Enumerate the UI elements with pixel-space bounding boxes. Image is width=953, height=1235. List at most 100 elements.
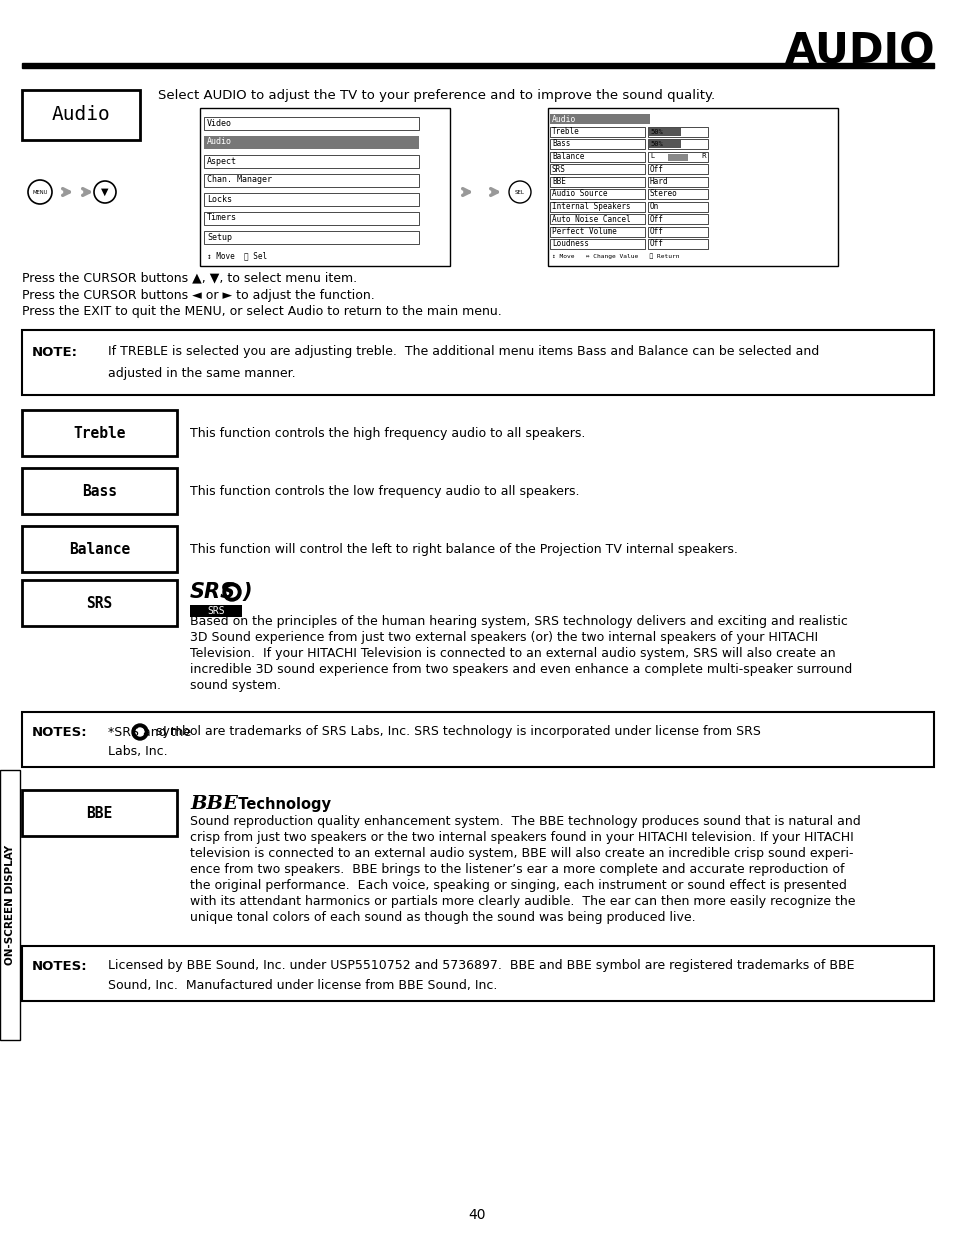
Text: Treble: Treble bbox=[73, 426, 126, 441]
Text: crisp from just two speakers or the two internal speakers found in your HITACHI : crisp from just two speakers or the two … bbox=[190, 831, 853, 845]
Text: Balance: Balance bbox=[552, 152, 584, 161]
Text: On: On bbox=[649, 203, 659, 211]
Text: Auto Noise Cancel: Auto Noise Cancel bbox=[552, 215, 630, 224]
Bar bbox=[647, 140, 707, 149]
Text: Audio Source: Audio Source bbox=[552, 189, 607, 199]
Text: BBE: BBE bbox=[87, 805, 112, 820]
Text: ↕ Move  Ⓢ Sel: ↕ Move Ⓢ Sel bbox=[207, 252, 267, 261]
Bar bbox=[550, 189, 644, 199]
Text: Perfect Volume: Perfect Volume bbox=[552, 227, 616, 236]
Text: Aspect: Aspect bbox=[207, 157, 236, 165]
Bar bbox=[22, 713, 933, 767]
Circle shape bbox=[94, 182, 116, 203]
Text: Audio: Audio bbox=[552, 115, 576, 124]
Text: Internal Speakers: Internal Speakers bbox=[552, 203, 630, 211]
Bar bbox=[648, 127, 680, 136]
Text: Off: Off bbox=[649, 164, 663, 173]
Bar bbox=[22, 330, 933, 395]
Text: This function controls the high frequency audio to all speakers.: This function controls the high frequenc… bbox=[190, 426, 585, 440]
Bar bbox=[647, 177, 707, 186]
Text: ▼: ▼ bbox=[101, 186, 109, 198]
Bar bbox=[22, 63, 933, 68]
Text: R: R bbox=[700, 153, 705, 159]
Bar bbox=[550, 140, 644, 149]
Bar bbox=[550, 240, 644, 249]
Text: Sound reproduction quality enhancement system.  The BBE technology produces soun: Sound reproduction quality enhancement s… bbox=[190, 815, 860, 829]
Bar bbox=[204, 212, 418, 225]
Bar bbox=[204, 193, 418, 206]
Bar bbox=[550, 226, 644, 236]
Bar bbox=[550, 214, 644, 224]
Bar bbox=[667, 153, 687, 161]
Text: This function will control the left to right balance of the Projection TV intern: This function will control the left to r… bbox=[190, 542, 737, 556]
Text: the original performance.  Each voice, speaking or singing, each instrument or s: the original performance. Each voice, sp… bbox=[190, 879, 846, 893]
Text: SRS: SRS bbox=[552, 164, 565, 173]
Text: Locks: Locks bbox=[207, 194, 232, 204]
Text: NOTES:: NOTES: bbox=[32, 725, 88, 739]
Bar bbox=[22, 790, 177, 836]
Bar bbox=[647, 164, 707, 174]
Bar bbox=[547, 107, 837, 266]
Bar bbox=[22, 90, 140, 140]
Text: Treble: Treble bbox=[552, 127, 579, 136]
Text: Video: Video bbox=[207, 119, 232, 127]
Circle shape bbox=[28, 180, 52, 204]
Text: incredible 3D sound experience from two speakers and even enhance a complete mul: incredible 3D sound experience from two … bbox=[190, 663, 851, 677]
Text: Labs, Inc.: Labs, Inc. bbox=[108, 746, 168, 758]
Circle shape bbox=[223, 583, 241, 601]
Text: *SRS and the: *SRS and the bbox=[108, 725, 191, 739]
Text: Off: Off bbox=[649, 215, 663, 224]
Text: MENU: MENU bbox=[32, 189, 48, 194]
Circle shape bbox=[509, 182, 531, 203]
Text: 50%: 50% bbox=[649, 141, 662, 147]
Bar bbox=[647, 126, 707, 137]
Text: Loudness: Loudness bbox=[552, 240, 588, 248]
Bar bbox=[204, 231, 418, 245]
Text: Chan. Manager: Chan. Manager bbox=[207, 175, 272, 184]
Bar bbox=[550, 114, 649, 124]
Text: ): ) bbox=[243, 582, 253, 601]
Text: television is connected to an external audio system, BBE will also create an inc: television is connected to an external a… bbox=[190, 847, 853, 861]
Bar bbox=[200, 107, 450, 266]
Text: BBE: BBE bbox=[552, 177, 565, 186]
Text: SRS: SRS bbox=[190, 582, 236, 601]
Text: Press the CURSOR buttons ▲, ▼, to select menu item.: Press the CURSOR buttons ▲, ▼, to select… bbox=[22, 272, 356, 284]
Bar bbox=[550, 177, 644, 186]
Text: This function controls the low frequency audio to all speakers.: This function controls the low frequency… bbox=[190, 484, 578, 498]
Text: Off: Off bbox=[649, 240, 663, 248]
Bar bbox=[550, 126, 644, 137]
Text: If TREBLE is selected you are adjusting treble.  The additional menu items Bass : If TREBLE is selected you are adjusting … bbox=[108, 346, 819, 358]
Bar bbox=[22, 946, 933, 1002]
Bar bbox=[647, 214, 707, 224]
Text: SRS: SRS bbox=[87, 595, 112, 610]
Text: Stereo: Stereo bbox=[649, 189, 677, 199]
Bar bbox=[0, 769, 20, 1040]
Text: unique tonal colors of each sound as though the sound was being produced live.: unique tonal colors of each sound as tho… bbox=[190, 911, 695, 925]
Text: SEL: SEL bbox=[515, 189, 524, 194]
Text: Bass: Bass bbox=[82, 483, 117, 499]
Bar bbox=[648, 140, 680, 148]
Bar bbox=[204, 136, 418, 149]
Bar bbox=[22, 526, 177, 572]
Text: SRS: SRS bbox=[207, 606, 225, 616]
Text: Press the CURSOR buttons ◄ or ► to adjust the function.: Press the CURSOR buttons ◄ or ► to adjus… bbox=[22, 289, 375, 301]
Text: Technology: Technology bbox=[228, 797, 331, 811]
Text: 3D Sound experience from just two external speakers (or) the two internal speake: 3D Sound experience from just two extern… bbox=[190, 631, 818, 645]
Bar bbox=[647, 152, 707, 162]
Text: 40: 40 bbox=[468, 1208, 485, 1221]
Text: Timers: Timers bbox=[207, 214, 236, 222]
Bar bbox=[647, 226, 707, 236]
Bar bbox=[550, 164, 644, 174]
Text: 50%: 50% bbox=[649, 128, 662, 135]
Text: sound system.: sound system. bbox=[190, 679, 281, 693]
Text: Hard: Hard bbox=[649, 177, 668, 186]
Circle shape bbox=[227, 587, 236, 597]
Bar bbox=[204, 156, 418, 168]
Text: Television.  If your HITACHI Television is connected to an external audio system: Television. If your HITACHI Television i… bbox=[190, 647, 835, 661]
Text: adjusted in the same manner.: adjusted in the same manner. bbox=[108, 367, 295, 379]
Text: Select AUDIO to adjust the TV to your preference and to improve the sound qualit: Select AUDIO to adjust the TV to your pr… bbox=[158, 89, 715, 101]
Bar bbox=[647, 240, 707, 249]
Text: Bass: Bass bbox=[552, 140, 570, 148]
Bar bbox=[550, 152, 644, 162]
Text: Balance: Balance bbox=[69, 541, 130, 557]
